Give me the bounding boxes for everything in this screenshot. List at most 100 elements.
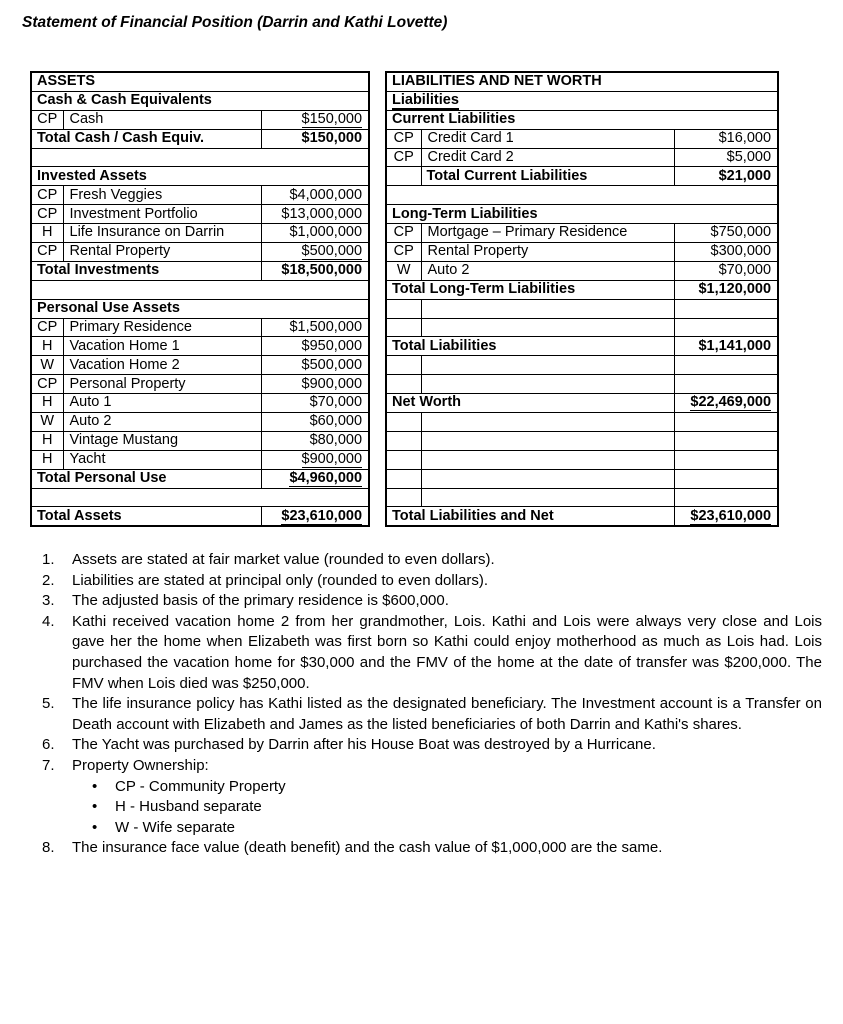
total-value-cell: $150,000 xyxy=(260,128,370,149)
section-header-cell: Liabilities xyxy=(385,90,779,111)
note-item: 4. Kathi received vacation home 2 from he… xyxy=(30,612,822,694)
note-item: 2. Liabilities are stated at principal on… xyxy=(30,571,822,592)
value-text: $1,500,000 xyxy=(289,318,363,335)
blank-cell xyxy=(420,298,675,319)
owner-cell: CP xyxy=(30,109,64,130)
table-row xyxy=(385,412,779,432)
value-cell: $900,000 xyxy=(260,449,370,470)
note-number: 4. xyxy=(42,612,55,630)
blank-cell xyxy=(673,468,779,489)
value-text: $500,000 xyxy=(301,243,363,261)
bullet-item: • H - Husband separate xyxy=(92,797,822,818)
label-cell: Life Insurance on Darrin xyxy=(62,223,262,244)
total-label-cell: Total Personal Use xyxy=(30,468,262,489)
table-row: CP Cash $150,000 xyxy=(30,109,370,130)
section-header-cell: Cash & Cash Equivalents xyxy=(30,90,370,111)
table-row: Cash & Cash Equivalents xyxy=(30,90,370,111)
note-text: The Yacht was purchased by Darrin after … xyxy=(72,736,656,754)
bullet-icon: • xyxy=(92,798,98,816)
value-cell: $500,000 xyxy=(260,355,370,376)
total-label-cell: Total Long-Term Liabilities xyxy=(385,279,675,300)
table-row: W Auto 2 $60,000 xyxy=(30,412,370,432)
label-cell: Auto 2 xyxy=(420,260,675,281)
blank-cell xyxy=(385,298,422,319)
label-cell: Credit Card 1 xyxy=(420,128,675,149)
note-item: 7. Property Ownership: • CP - Community Pro… xyxy=(30,756,822,838)
label-cell: Vintage Mustang xyxy=(62,430,262,451)
note-text: Assets are stated at fair market value (… xyxy=(72,551,495,568)
table-row: Total Long-Term Liabilities $1,120,000 xyxy=(385,279,779,300)
total-value-cell: $22,469,000 xyxy=(673,393,779,414)
value-cell: $70,000 xyxy=(260,393,370,414)
value-cell: $16,000 xyxy=(673,128,779,149)
owner-cell: CP xyxy=(385,147,422,168)
label-cell: Yacht xyxy=(62,449,262,470)
owner-cell: H xyxy=(30,449,64,470)
value-text: $900,000 xyxy=(301,375,363,392)
total-label-cell: Total Current Liabilities xyxy=(420,166,675,187)
table-row xyxy=(30,147,370,168)
value-cell: $1,000,000 xyxy=(260,223,370,244)
total-value-cell: $18,500,000 xyxy=(260,260,370,281)
table-row: CP Personal Property $900,000 xyxy=(30,374,370,395)
value-text: $5,000 xyxy=(726,148,772,165)
note-item: 1. Assets are stated at fair market value… xyxy=(30,550,822,571)
value-cell: $950,000 xyxy=(260,336,370,357)
section-header-text: Current Liabilities xyxy=(392,111,516,128)
table-row: CP Credit Card 1 $16,000 xyxy=(385,128,779,149)
total-label-cell: Total Assets xyxy=(30,506,262,527)
blank-cell xyxy=(673,449,779,470)
value-text: $150,000 xyxy=(301,130,363,146)
table-row: CP Investment Portfolio $13,000,000 xyxy=(30,204,370,225)
blank-cell xyxy=(420,487,675,508)
value-text: $60,000 xyxy=(309,413,363,430)
section-header-cell: Current Liabilities xyxy=(385,109,779,130)
blank-cell xyxy=(673,355,779,376)
table-row: H Life Insurance on Darrin $1,000,000 xyxy=(30,223,370,244)
blank-cell xyxy=(673,374,779,395)
total-value-cell: $4,960,000 xyxy=(260,468,370,489)
owner-cell: W xyxy=(385,260,422,281)
table-row: H Yacht $900,000 xyxy=(30,449,370,470)
value-text: $150,000 xyxy=(301,111,363,129)
page-title: Statement of Financial Position (Darrin … xyxy=(22,14,448,31)
label-cell: Vacation Home 1 xyxy=(62,336,262,357)
blank-cell xyxy=(673,487,779,508)
blank-cell xyxy=(420,449,675,470)
label-cell: Fresh Veggies xyxy=(62,185,262,206)
table-row xyxy=(30,487,370,508)
value-cell: $13,000,000 xyxy=(260,204,370,225)
note-number: 1. xyxy=(42,551,55,568)
table-row xyxy=(385,374,779,395)
blank-cell xyxy=(420,374,675,395)
value-text: $22,469,000 xyxy=(690,394,772,412)
table-row: CP Fresh Veggies $4,000,000 xyxy=(30,185,370,206)
blank-cell xyxy=(673,298,779,319)
value-text: $300,000 xyxy=(710,243,772,260)
total-label-cell: Net Worth xyxy=(385,393,675,414)
blank-cell xyxy=(30,147,370,168)
bullet-text: W - Wife separate xyxy=(115,818,236,836)
value-text: $18,500,000 xyxy=(281,262,363,279)
value-text: $500,000 xyxy=(301,356,363,373)
table-row xyxy=(385,430,779,451)
section-header-text: LIABILITIES AND NET WORTH xyxy=(392,73,602,90)
blank-cell xyxy=(420,355,675,376)
blank-cell xyxy=(420,430,675,451)
value-text: $13,000,000 xyxy=(281,205,363,222)
value-text: $1,141,000 xyxy=(698,337,772,354)
table-row: Net Worth $22,469,000 xyxy=(385,393,779,414)
table-row xyxy=(385,298,779,319)
note-item: 6. The Yacht was purchased by Darrin afte… xyxy=(30,735,822,756)
table-row: ASSETS xyxy=(30,71,370,92)
blank-cell xyxy=(385,468,422,489)
table-row: Total Cash / Cash Equiv. $150,000 xyxy=(30,128,370,149)
table-row xyxy=(30,279,370,300)
value-cell: $900,000 xyxy=(260,374,370,395)
table-row: CP Mortgage – Primary Residence $750,000 xyxy=(385,223,779,244)
bullet-text: H - Husband separate xyxy=(115,798,262,816)
blank-cell xyxy=(385,487,422,508)
assets-table: ASSETS Cash & Cash Equivalents CP Cash $150,… xyxy=(30,71,371,528)
value-text: $70,000 xyxy=(309,394,363,411)
